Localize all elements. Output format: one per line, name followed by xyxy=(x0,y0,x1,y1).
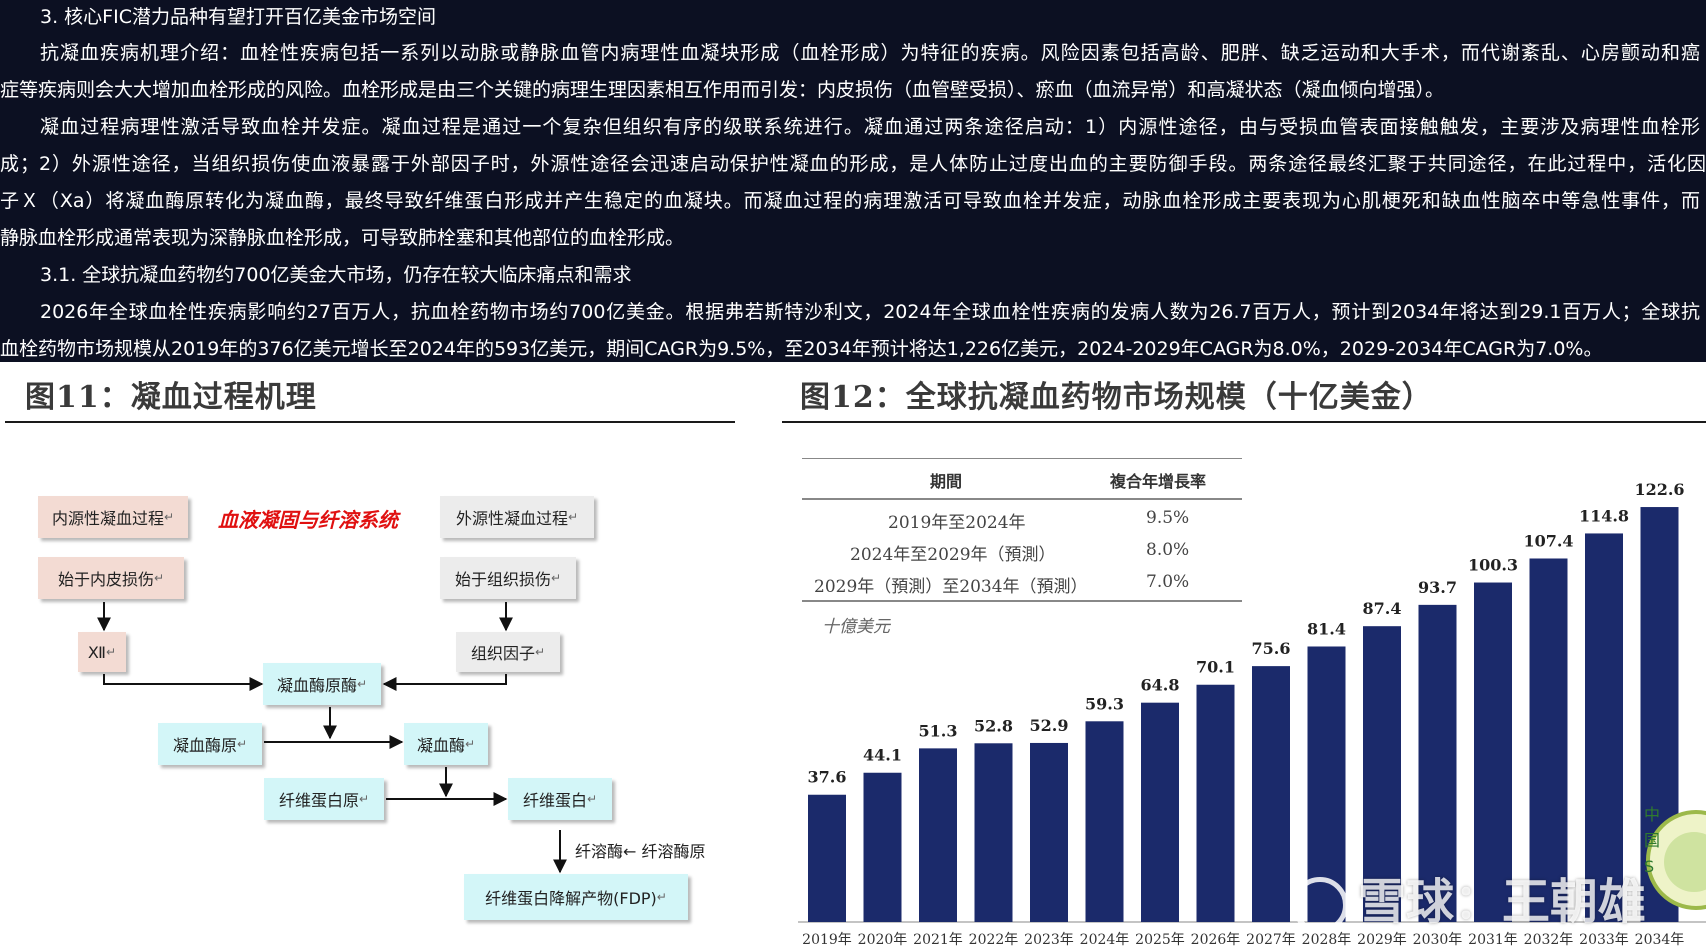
bar xyxy=(1030,742,1068,922)
paragraph-line: 2026年全球血栓性疾病影响约27百万人，抗血栓药物市场约700亿美金。根据弗若… xyxy=(40,301,1700,323)
bar xyxy=(1307,646,1346,922)
bar xyxy=(919,748,957,922)
bar xyxy=(1418,604,1457,922)
bar-value-label: 114.8 xyxy=(1579,506,1629,525)
bar-value-label: 44.1 xyxy=(863,746,902,765)
tissue-factor-box: 组织因子 ↵ xyxy=(456,632,560,672)
table-cell-period: 2019年至2024年 xyxy=(888,513,1026,533)
table-cell-period: 2029年（預測）至2034年（預測） xyxy=(814,577,1088,597)
x-tick-label: 2027年 xyxy=(1246,932,1296,948)
x-tick-label: 2019年 xyxy=(802,932,852,948)
table-cell-period: 2024年至2029年（預測） xyxy=(850,545,1056,565)
table-header-period: 期間 xyxy=(930,472,963,491)
x-tick-label: 2021年 xyxy=(913,932,963,948)
paragraph-line: 成；2）外源性途径，当组织损伤使血液暴露于外部因子时，外源性途径会迅速启动保护性… xyxy=(0,153,1706,175)
watermark-logo-icon xyxy=(1292,877,1348,933)
bar-value-label: 52.9 xyxy=(1030,716,1069,735)
paragraph-line: 静脉血栓形成通常表现为深静脉血栓形成，可导致肺栓塞和其他部位的血栓形成。 xyxy=(0,227,685,249)
bar xyxy=(1585,533,1623,922)
figure11-title: 图11：凝血过程机理 xyxy=(25,380,317,415)
x-tick-label: 2026年 xyxy=(1191,932,1241,948)
endothelial-damage-box: 始于内皮损伤 ↵ xyxy=(38,557,184,599)
bar-value-label: 107.4 xyxy=(1523,531,1573,550)
bar-value-label: 100.3 xyxy=(1468,556,1518,575)
bar xyxy=(974,743,1013,922)
paragraph-line: 子Ｘ（Xa）将凝血酶原转化为凝血酶，最终导致纤维蛋白形成并产生稳定的血凝块。而凝… xyxy=(0,190,1700,212)
fibrin-box: 纤维蛋白 ↵ xyxy=(508,778,612,820)
prothrombinase-box: 凝血酶原酶 ↵ xyxy=(263,663,381,705)
bar xyxy=(1196,684,1235,922)
bar-value-label: 87.4 xyxy=(1363,599,1402,618)
paragraph-line: 症等疾病则会大大增加血栓形成的风险。血栓形成是由三个关键的病理生理因素相互作用而… xyxy=(0,79,1445,101)
article-text-block: 3. 核心FIC潜力品种有望打开百亿美金市场空间 抗凝血疾病机理介绍：血栓性疾病… xyxy=(0,0,1706,362)
fdp-box: 纤维蛋白降解产物(FDP) ↵ xyxy=(464,874,688,920)
bar-value-label: 70.1 xyxy=(1196,658,1235,677)
bar-value-label: 81.4 xyxy=(1307,619,1346,638)
fibrinogen-box: 纤维蛋白原 ↵ xyxy=(264,778,384,820)
bar xyxy=(1085,721,1124,922)
paragraph-line: 凝血过程病理性激活导致血栓并发症。凝血过程是通过一个复杂但组织有序的级联系统进行… xyxy=(40,116,1700,138)
bar xyxy=(1252,666,1290,922)
intrinsic-pathway-box: 内源性凝血过程 ↵ xyxy=(38,496,188,538)
bar-value-label: 93.7 xyxy=(1418,578,1457,597)
flow-arrows xyxy=(97,602,567,874)
unit-note: 十億美元 xyxy=(822,617,890,637)
svg-text:S: S xyxy=(1644,857,1654,876)
x-tick-label: 2032年 xyxy=(1524,932,1574,948)
factor-xii-box: Ⅻ ↵ xyxy=(78,632,126,672)
bar xyxy=(863,772,902,922)
figure12-rule xyxy=(782,421,1706,423)
x-tick-label: 2030年 xyxy=(1413,932,1463,948)
bar-value-label: 52.8 xyxy=(974,716,1013,735)
x-tick-label: 2029年 xyxy=(1357,932,1407,948)
x-tick-label: 2031年 xyxy=(1468,932,1518,948)
bar xyxy=(1529,558,1568,922)
thrombin-box: 凝血酶 ↵ xyxy=(404,723,488,765)
svg-text:国: 国 xyxy=(1644,831,1660,850)
paragraph-line: 血栓药物市场规模从2019年的376亿美元增长至2024年的593亿美元，期间C… xyxy=(0,338,1603,360)
x-tick-label: 2022年 xyxy=(969,932,1019,948)
x-tick-label: 2023年 xyxy=(1024,932,1074,948)
bar-value-label: 122.6 xyxy=(1634,480,1684,499)
bar xyxy=(1474,582,1512,922)
bar-value-label: 51.3 xyxy=(919,721,958,740)
watermark: 雪球：王朝雄 xyxy=(1292,862,1646,933)
figure11-rule xyxy=(5,421,735,423)
table-cell-cagr: 7.0% xyxy=(1146,572,1190,592)
x-tick-label: 2033年 xyxy=(1579,932,1629,948)
bar-value-label: 37.6 xyxy=(808,768,847,787)
x-tick-label: 2034年 xyxy=(1635,932,1685,948)
bar xyxy=(1363,626,1401,922)
prothrombin-box: 凝血酶原 ↵ xyxy=(158,723,262,765)
tissue-damage-box: 始于组织损伤 ↵ xyxy=(440,557,576,599)
bar xyxy=(1141,702,1179,922)
bar-value-label: 59.3 xyxy=(1085,694,1124,713)
x-tick-label: 2024年 xyxy=(1080,932,1130,948)
table-header-cagr: 複合年增長率 xyxy=(1110,472,1207,491)
figure12-title: 图12：全球抗凝血药物市场规模（十亿美金） xyxy=(800,380,1433,415)
bar xyxy=(808,794,846,922)
table-cell-cagr: 9.5% xyxy=(1146,508,1190,528)
svg-text:中: 中 xyxy=(1644,805,1660,824)
x-tick-label: 2025年 xyxy=(1135,932,1185,948)
x-tick-label: 2028年 xyxy=(1302,932,1352,948)
paragraph-line: 抗凝血疾病机理介绍：血栓性疾病包括一系列以动脉或静脉血管内病理性血凝块形成（血栓… xyxy=(40,42,1700,64)
bar-value-label: 64.8 xyxy=(1141,676,1180,695)
section-heading: 3. 核心FIC潜力品种有望打开百亿美金市场空间 xyxy=(40,6,436,28)
extrinsic-pathway-box: 外源性凝血过程 ↵ xyxy=(440,496,594,538)
subsection-heading: 3.1. 全球抗凝血药物约700亿美金大市场，仍存在较大临床痛点和需求 xyxy=(40,264,632,286)
table-cell-cagr: 8.0% xyxy=(1146,540,1190,560)
bar-value-label: 75.6 xyxy=(1252,639,1291,658)
plasmin-label: 纤溶酶← 纤溶酶原 xyxy=(575,842,706,861)
decorative-emblem: 中 国 S xyxy=(1644,805,1706,910)
x-tick-label: 2020年 xyxy=(858,932,908,948)
market-size-bar-chart: 37.6 2019年 44.1 2020年 51.3 2021年 52.8 2022年 52.9… xyxy=(798,480,1706,948)
clotting-fibrinolysis-title: 血液凝固与纤溶系统 xyxy=(218,508,398,532)
